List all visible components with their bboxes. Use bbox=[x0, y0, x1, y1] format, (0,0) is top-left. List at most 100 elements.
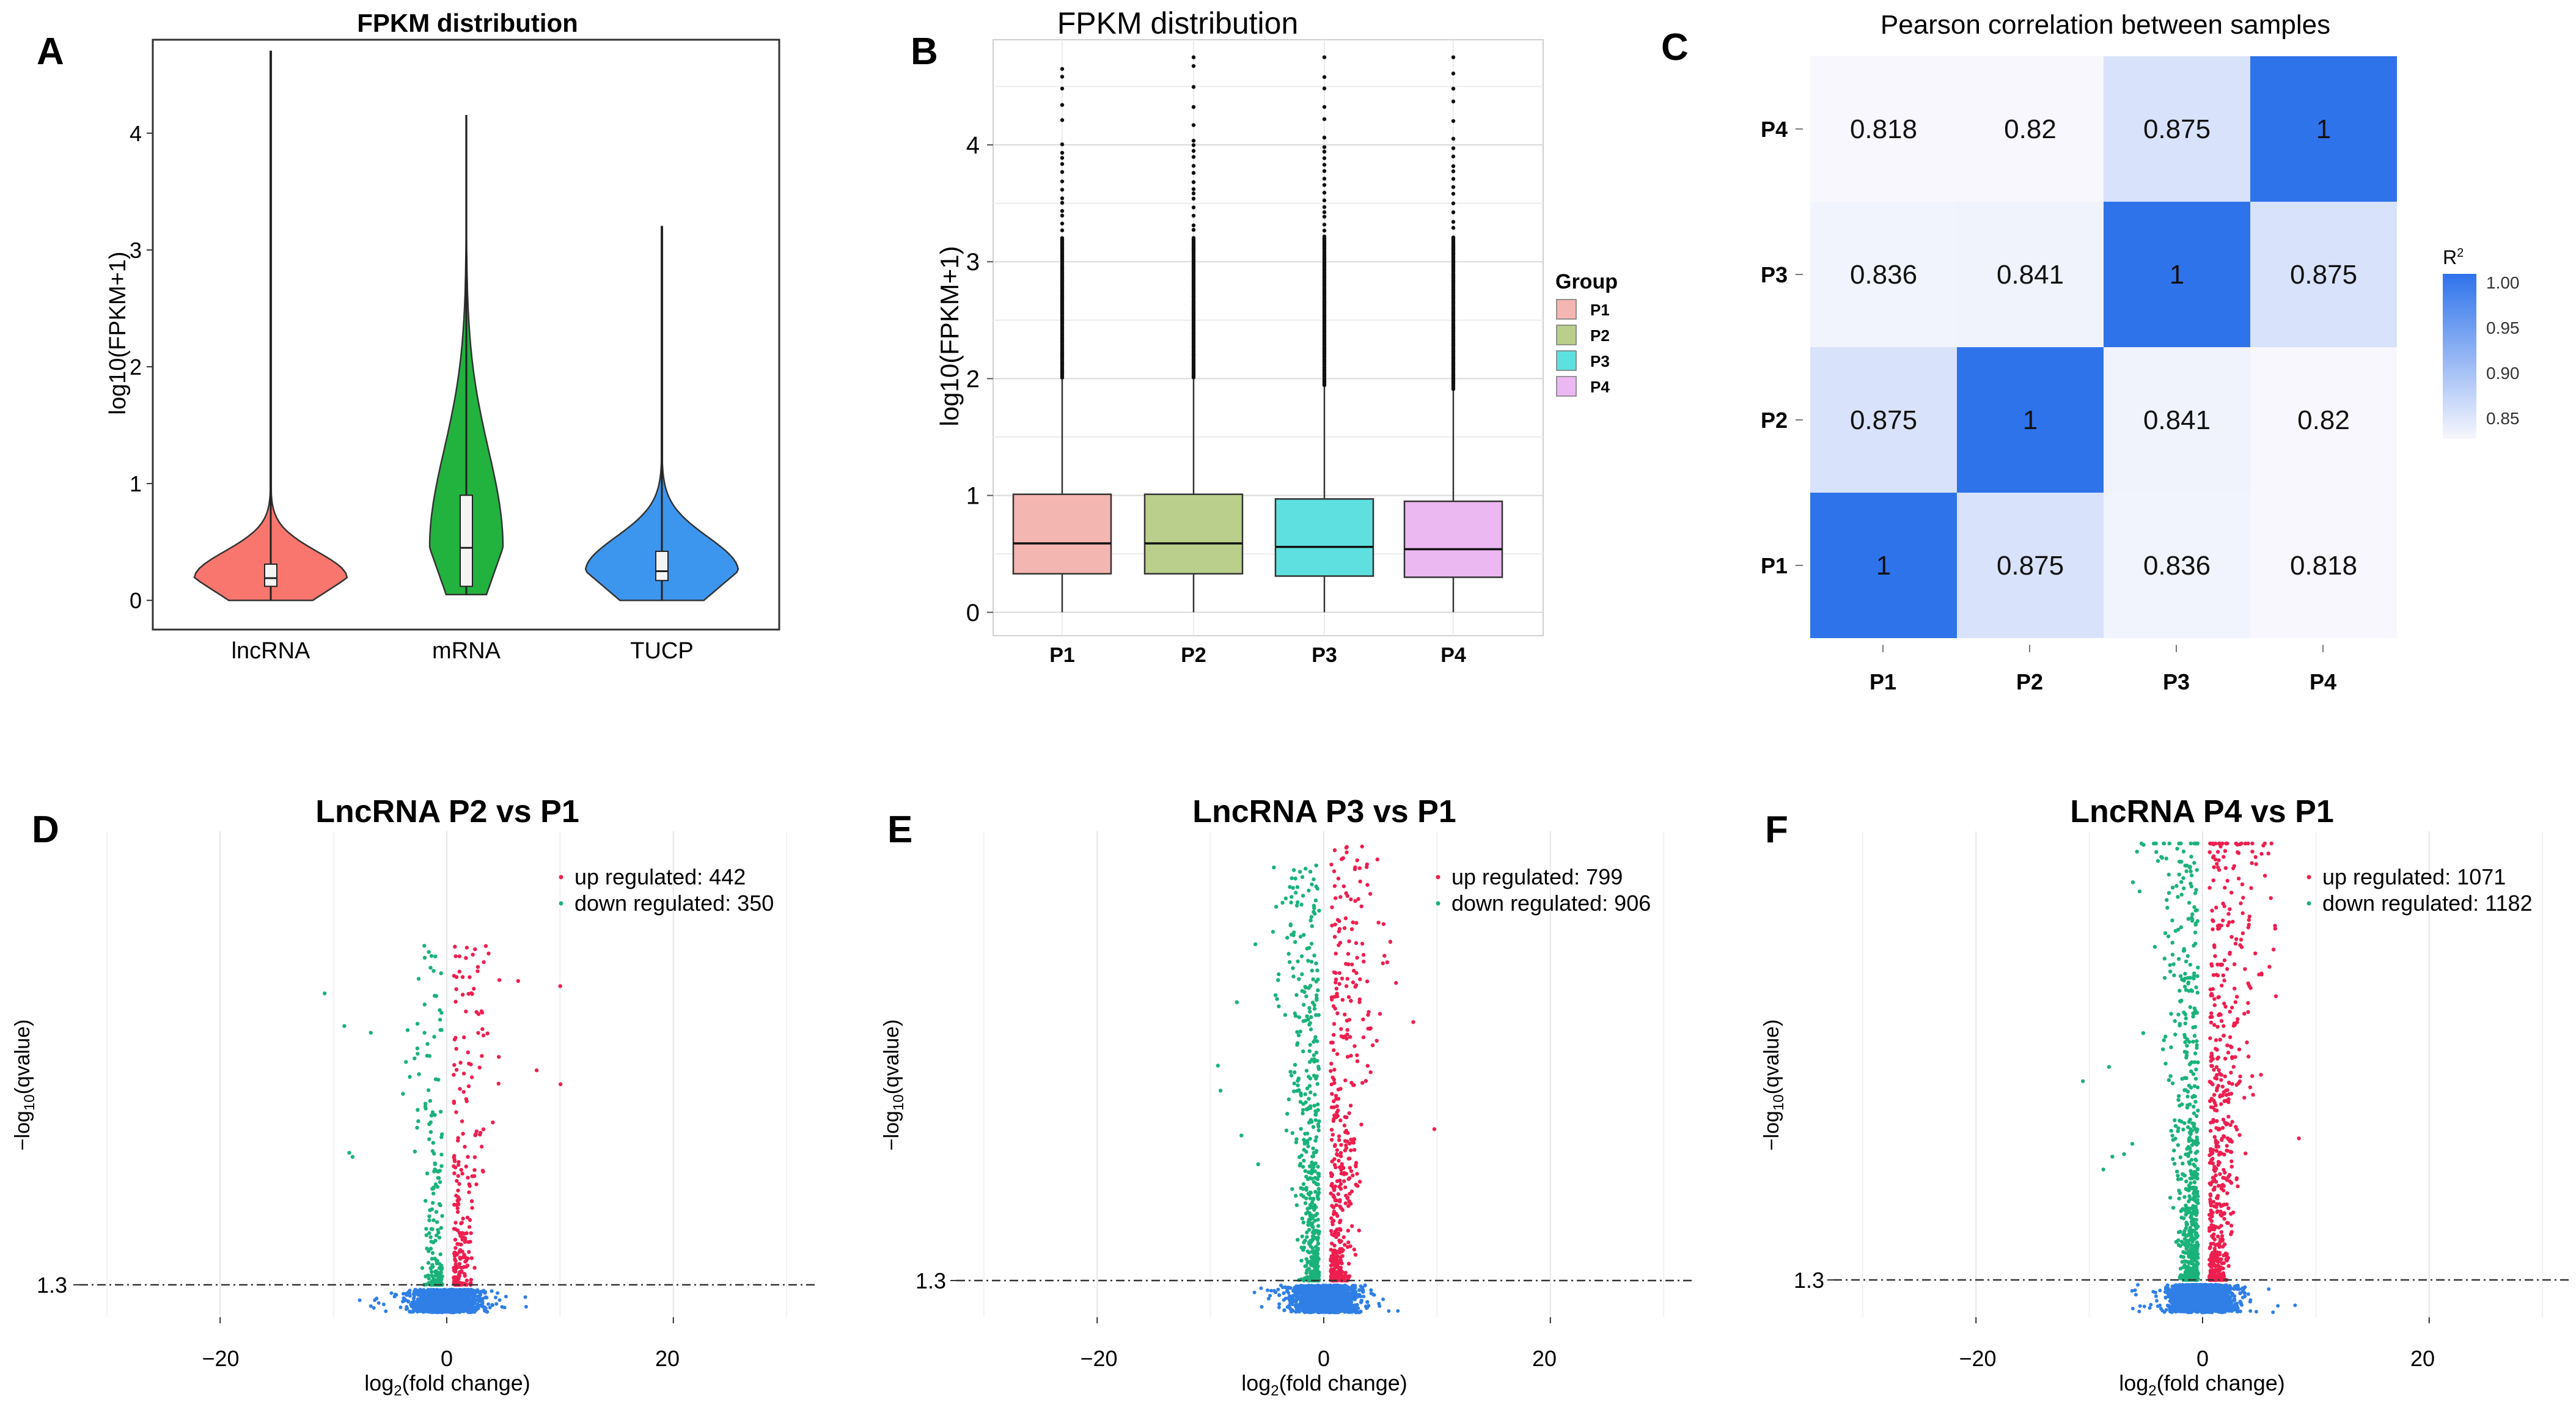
point-down bbox=[1274, 905, 1279, 909]
heatmap-cell bbox=[1957, 347, 2104, 493]
box-outlier bbox=[1451, 99, 1456, 104]
point-ns bbox=[401, 1299, 405, 1304]
point-up bbox=[1343, 916, 1348, 921]
box-outlier bbox=[1191, 138, 1196, 143]
box-outlier bbox=[1060, 118, 1065, 122]
point-down bbox=[413, 1056, 417, 1060]
point-ns bbox=[1292, 1298, 1297, 1303]
point-down bbox=[428, 1235, 433, 1240]
heatmap-cell bbox=[2250, 493, 2397, 638]
point-up bbox=[1332, 1032, 1336, 1037]
point-down bbox=[1310, 1154, 1315, 1159]
point-down bbox=[1301, 1108, 1305, 1112]
point-ns bbox=[1353, 1284, 1357, 1288]
panel-d-title: LncRNA P2 vs P1 bbox=[315, 794, 579, 829]
point-down bbox=[1313, 1118, 1318, 1122]
point-down bbox=[1285, 936, 1290, 940]
point-down bbox=[438, 1252, 442, 1257]
heatmap-value: 0.875 bbox=[1850, 405, 1917, 435]
point-up bbox=[460, 993, 465, 997]
point-ns bbox=[429, 1293, 433, 1297]
point-up bbox=[486, 951, 491, 956]
point-up bbox=[452, 1171, 457, 1175]
point-ns bbox=[452, 1292, 456, 1296]
colorbar-tick-095: 0.95 bbox=[2486, 318, 2520, 337]
point-up bbox=[453, 1246, 458, 1250]
point-down bbox=[1316, 1248, 1320, 1252]
point-down bbox=[428, 1208, 432, 1213]
box-p2 bbox=[1143, 493, 1244, 575]
point-up bbox=[1332, 1067, 1337, 1072]
box-outlier bbox=[1191, 164, 1196, 168]
point-up bbox=[464, 1278, 469, 1283]
point-up bbox=[472, 1155, 477, 1160]
box-outlier bbox=[1451, 164, 1456, 169]
point-down bbox=[417, 1072, 421, 1076]
point-ns bbox=[1299, 1284, 1303, 1288]
point-down bbox=[439, 1152, 444, 1157]
point-ns bbox=[1356, 1306, 1360, 1310]
point-down bbox=[1308, 1027, 1313, 1032]
point-ns bbox=[453, 1307, 457, 1311]
point-up bbox=[464, 1231, 469, 1235]
point-up bbox=[452, 1155, 456, 1160]
point-down bbox=[1317, 1229, 1321, 1234]
panel-c: C Pearson correlation between samples 0.… bbox=[1661, 10, 2520, 694]
box-outlier bbox=[1451, 185, 1456, 189]
point-ns bbox=[475, 1303, 480, 1307]
panel-a-xtick-mrna: mRNA bbox=[432, 638, 501, 664]
point-down bbox=[1314, 979, 1318, 984]
point-down bbox=[1315, 998, 1319, 1002]
point-ns bbox=[442, 1308, 446, 1312]
heatmap-cell bbox=[1957, 493, 2104, 638]
point-down bbox=[1308, 1009, 1312, 1014]
box-outlier bbox=[1060, 162, 1065, 166]
panel-e-plot-area bbox=[956, 831, 1693, 1317]
panel-c-colorbar: R2 1.00 0.95 0.90 0.85 bbox=[2443, 246, 2520, 439]
point-ns bbox=[393, 1292, 397, 1296]
point-ns bbox=[1357, 1293, 1362, 1297]
point-up bbox=[1344, 984, 1349, 988]
box-outlier bbox=[1191, 143, 1196, 147]
point-down bbox=[1277, 1004, 1281, 1009]
point-up bbox=[1340, 998, 1345, 1002]
point-down bbox=[1316, 1275, 1321, 1279]
point-up bbox=[480, 1169, 485, 1173]
panel-b-ytick-label: 0 bbox=[966, 600, 980, 627]
point-ns bbox=[477, 1299, 481, 1304]
point-up bbox=[452, 1227, 457, 1231]
point-down bbox=[422, 1031, 427, 1035]
point-up bbox=[453, 1276, 458, 1280]
point-ns bbox=[410, 1310, 414, 1314]
point-up bbox=[1345, 850, 1349, 855]
point-up bbox=[481, 1127, 486, 1131]
point-ns bbox=[1326, 1292, 1330, 1296]
point-up bbox=[1365, 883, 1370, 887]
point-up bbox=[464, 1009, 468, 1014]
panel-a-ytick-label: 2 bbox=[130, 355, 142, 380]
point-down bbox=[440, 1214, 444, 1218]
colorbar-title: R2 bbox=[2443, 246, 2464, 268]
point-up bbox=[457, 954, 461, 958]
point-down bbox=[436, 1261, 440, 1265]
point-up bbox=[457, 1242, 461, 1246]
point-down bbox=[1310, 1120, 1314, 1124]
point-ns bbox=[1302, 1308, 1307, 1312]
point-up bbox=[456, 1163, 461, 1167]
point-ns bbox=[428, 1288, 432, 1292]
point-ns bbox=[1354, 1295, 1358, 1299]
panel-a-xtick-tucp: TUCP bbox=[630, 638, 693, 664]
box-outlier bbox=[1191, 105, 1196, 109]
box-outlier bbox=[1191, 64, 1196, 68]
point-up bbox=[1346, 995, 1351, 999]
point-up bbox=[1346, 1240, 1351, 1244]
point-down bbox=[1308, 918, 1313, 923]
point-up bbox=[453, 1035, 458, 1040]
point-down bbox=[433, 1274, 438, 1278]
point-down bbox=[1304, 866, 1308, 871]
point-down bbox=[1313, 1035, 1318, 1039]
point-ns bbox=[1369, 1292, 1373, 1295]
point-ns bbox=[411, 1306, 416, 1311]
box-outlier bbox=[1451, 235, 1456, 240]
